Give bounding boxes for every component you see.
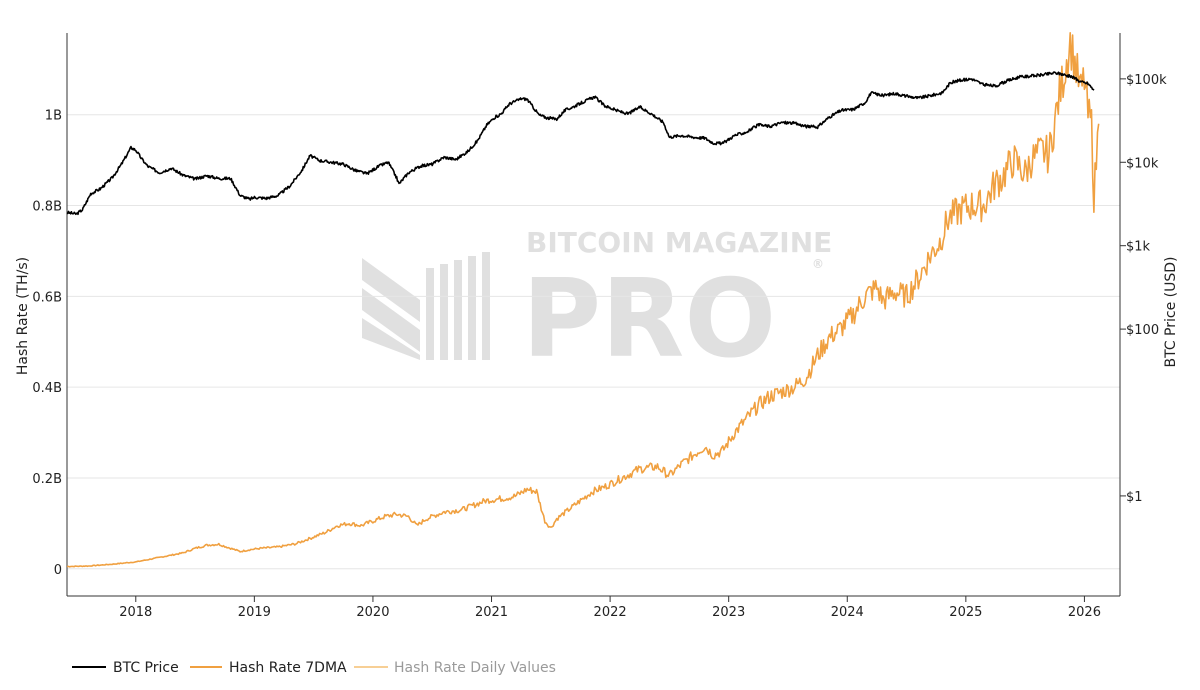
x-tick-label-2024: 2024 xyxy=(831,605,864,620)
watermark-registered-mark: ® xyxy=(812,257,824,271)
right-y-axis-title: BTC Price (USD) xyxy=(1163,256,1179,367)
plot-area xyxy=(66,31,1100,568)
left-tick-label-0.6B: 0.6B xyxy=(32,290,62,305)
right-tick-label-$1: $1 xyxy=(1126,490,1143,505)
watermark-logo-icon xyxy=(362,252,490,360)
series-hash-rate-7dma xyxy=(66,31,1100,568)
right-y-axis-ticks: $1 $100 $1k $10k $100k xyxy=(1120,73,1167,505)
legend: BTC Price Hash Rate 7DMA Hash Rate Daily… xyxy=(72,660,556,676)
x-tick-label-2021: 2021 xyxy=(475,605,508,620)
legend-label-btc-price: BTC Price xyxy=(113,660,179,676)
left-tick-label-0.4B: 0.4B xyxy=(32,381,62,396)
grid-lines xyxy=(67,114,1120,570)
axes xyxy=(66,33,1121,597)
legend-item-hash-rate-daily[interactable]: Hash Rate Daily Values xyxy=(354,660,556,676)
right-tick-label-$100: $100 xyxy=(1126,323,1159,338)
legend-label-hash-rate-7dma: Hash Rate 7DMA xyxy=(229,660,347,676)
left-tick-label-0.8B: 0.8B xyxy=(32,200,62,215)
left-tick-label-0: 0 xyxy=(54,563,62,578)
x-tick-label-2025: 2025 xyxy=(949,605,982,620)
legend-item-hash-rate-7dma[interactable]: Hash Rate 7DMA xyxy=(190,660,347,676)
left-y-axis-ticks: 0 0.2B 0.4B 0.6B 0.8B 1B xyxy=(32,109,62,578)
left-tick-label-0.2B: 0.2B xyxy=(32,472,62,487)
legend-label-hash-rate-daily: Hash Rate Daily Values xyxy=(394,660,556,676)
x-tick-label-2018: 2018 xyxy=(119,605,152,620)
x-tick-label-2023: 2023 xyxy=(712,605,745,620)
x-tick-label-2022: 2022 xyxy=(594,605,627,620)
series-btc-price xyxy=(66,71,1095,216)
x-tick-label-2026: 2026 xyxy=(1068,605,1101,620)
left-y-axis-title: Hash Rate (TH/s) xyxy=(15,257,31,375)
right-tick-label-$100k: $100k xyxy=(1126,73,1167,88)
bitcoin-magazine-pro-watermark: BITCOIN MAGAZINE PRO ® xyxy=(362,226,832,382)
x-axis-ticks: 2018 2019 2020 2021 2022 2023 2024 2025 2026 xyxy=(119,596,1101,620)
x-tick-label-2020: 2020 xyxy=(356,605,389,620)
left-tick-label-1B: 1B xyxy=(45,109,62,124)
watermark-line2: PRO xyxy=(522,257,776,382)
watermark-line1: BITCOIN MAGAZINE xyxy=(526,226,832,259)
x-tick-label-2019: 2019 xyxy=(238,605,271,620)
legend-item-btc-price[interactable]: BTC Price xyxy=(72,660,179,676)
right-tick-label-$1k: $1k xyxy=(1126,240,1151,255)
right-tick-label-$10k: $10k xyxy=(1126,156,1159,171)
